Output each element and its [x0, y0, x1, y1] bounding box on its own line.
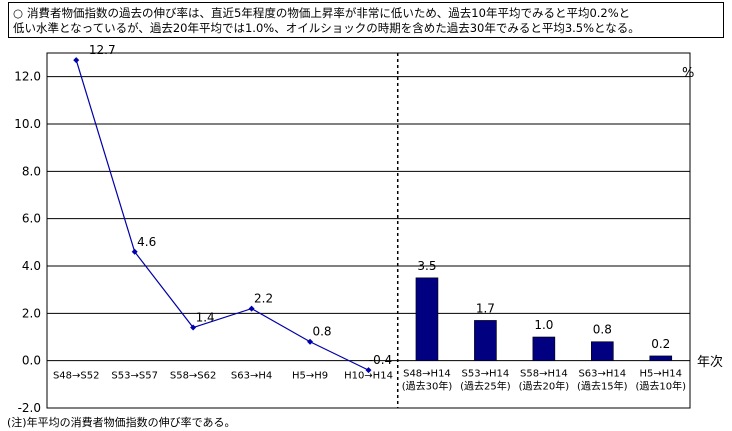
summary-box: ○ 消費者物価指数の過去の伸び率は、直近5年程度の物価上昇率が非常に低いため、過去… [8, 2, 724, 38]
line-category-label: S63→H4 [231, 371, 272, 382]
line-point [131, 248, 138, 255]
summary-line-2: 低い水準となっているが、過去20年平均では1.0%、オイルショックの時期を含めた… [13, 21, 719, 36]
bar-category-label: S58→H14 [520, 369, 568, 380]
line-category-label: H10→H14 [344, 371, 393, 382]
summary-line-1: ○ 消費者物価指数の過去の伸び率は、直近5年程度の物価上昇率が非常に低いため、過去… [13, 6, 719, 21]
line-data-label: 12.7 [89, 43, 116, 57]
line-data-label: 0.8 [312, 325, 331, 339]
y-tick-label: 10.0 [14, 117, 41, 131]
line-point [365, 367, 372, 374]
bar-category-sublabel: (過去25年) [460, 380, 511, 393]
summary-text-2: 低い水準となっているが、過去20年平均では1.0%、オイルショックの時期を含めた… [13, 21, 640, 35]
y-axis-unit: % [682, 66, 695, 81]
bar-category-label: S53→H14 [462, 369, 510, 380]
bar [474, 320, 497, 361]
line-series [75, 59, 369, 371]
bar [649, 355, 673, 361]
bar-category-label: S63→H14 [578, 369, 626, 380]
y-tick-label: 4.0 [22, 259, 41, 273]
bar [532, 336, 556, 361]
y-tick-label: 12.0 [14, 70, 41, 84]
y-tick-label: 2.0 [22, 306, 41, 320]
line-point [73, 57, 80, 64]
line-point [248, 305, 255, 312]
line-category-label: S58→S62 [170, 371, 217, 382]
circle-bullet-icon: ○ [13, 6, 24, 20]
bar-data-label: 1.7 [476, 301, 495, 315]
bar-category-sublabel: (過去30年) [402, 380, 453, 393]
line-data-label: 2.2 [254, 292, 273, 306]
bar-category-sublabel: (過去10年) [636, 380, 687, 393]
footnote: (注)年平均の消費者物価指数の伸び率である。 [7, 416, 236, 429]
line-data-label: 1.4 [196, 311, 215, 325]
summary-text-1: 消費者物価指数の過去の伸び率は、直近5年程度の物価上昇率が非常に低いため、過去1… [27, 6, 631, 20]
line-point [190, 324, 197, 331]
bar [415, 277, 439, 361]
y-tick-label: 6.0 [22, 212, 41, 226]
y-tick-label: -2.0 [18, 401, 41, 415]
plot-frame [46, 52, 691, 409]
y-tick-label: 0.0 [22, 354, 41, 368]
line-category-label: S48→S52 [53, 371, 100, 382]
bar-data-label: 1.0 [534, 318, 553, 332]
bar-category-label: S48→H14 [403, 369, 451, 380]
line-data-label: -0.4 [369, 353, 392, 367]
line-category-label: S53→S57 [111, 371, 158, 382]
line-category-label: H5→H9 [292, 371, 328, 382]
line-data-label: 4.6 [137, 235, 156, 249]
line-point [307, 338, 314, 345]
bar-category-sublabel: (過去15年) [577, 380, 628, 393]
bar [591, 341, 614, 361]
x-axis-label: 年次 [697, 355, 724, 370]
bar-category-sublabel: (過去20年) [519, 380, 570, 393]
bar-category-label: H5→H14 [640, 369, 683, 380]
bar-data-label: 0.8 [593, 323, 612, 337]
bar-data-label: 3.5 [417, 259, 436, 273]
bar-data-label: 0.2 [651, 337, 670, 351]
y-tick-label: 8.0 [22, 164, 41, 178]
